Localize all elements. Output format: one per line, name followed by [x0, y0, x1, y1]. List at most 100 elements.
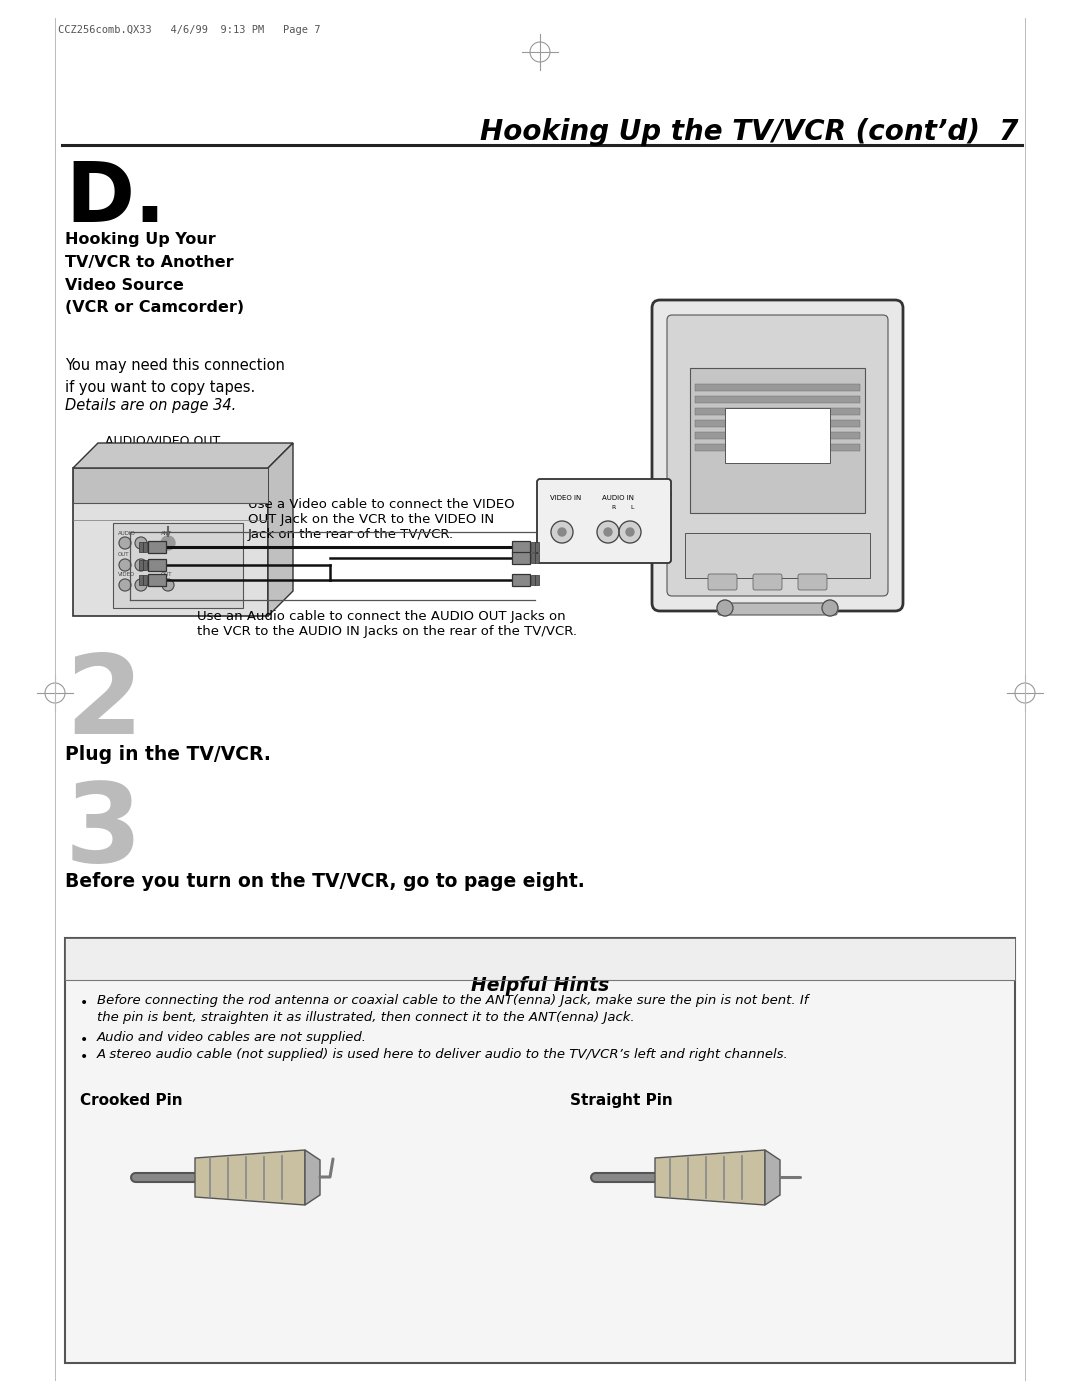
Text: Helpful Hints: Helpful Hints — [471, 977, 609, 995]
Text: Plug in the TV/VCR.: Plug in the TV/VCR. — [65, 745, 271, 764]
Text: Jack on the rear of the TV/VCR.: Jack on the rear of the TV/VCR. — [248, 528, 454, 541]
FancyBboxPatch shape — [65, 937, 1015, 981]
Circle shape — [162, 578, 174, 591]
Text: AUDIO/VIDEO OUT: AUDIO/VIDEO OUT — [105, 434, 220, 448]
Circle shape — [597, 521, 619, 543]
Circle shape — [119, 578, 131, 591]
Polygon shape — [73, 468, 268, 616]
Polygon shape — [765, 1150, 780, 1206]
FancyBboxPatch shape — [512, 574, 530, 585]
Text: OUT: OUT — [161, 571, 173, 577]
FancyBboxPatch shape — [537, 479, 671, 563]
Text: Use an Audio cable to connect the AUDIO OUT Jacks on: Use an Audio cable to connect the AUDIO … — [197, 610, 566, 623]
FancyBboxPatch shape — [143, 542, 147, 552]
Circle shape — [619, 521, 642, 543]
Text: VIDEO IN: VIDEO IN — [550, 495, 581, 502]
Text: 3: 3 — [65, 778, 143, 886]
Text: Straight Pin: Straight Pin — [570, 1092, 673, 1108]
FancyBboxPatch shape — [795, 560, 810, 578]
FancyBboxPatch shape — [751, 560, 766, 578]
FancyBboxPatch shape — [696, 420, 860, 427]
Text: VIDEO: VIDEO — [118, 571, 135, 577]
Circle shape — [626, 528, 634, 536]
FancyBboxPatch shape — [696, 384, 860, 391]
FancyBboxPatch shape — [148, 574, 166, 585]
Circle shape — [161, 536, 175, 550]
Text: Hooking Up Your
TV/VCR to Another
Video Source
(VCR or Camcorder): Hooking Up Your TV/VCR to Another Video … — [65, 232, 244, 316]
FancyBboxPatch shape — [667, 314, 888, 597]
Polygon shape — [305, 1150, 320, 1206]
Text: AUDIO/VIDEO IN Jacks: AUDIO/VIDEO IN Jacks — [720, 518, 858, 531]
FancyBboxPatch shape — [773, 560, 788, 578]
FancyBboxPatch shape — [685, 534, 870, 578]
Text: L: L — [630, 504, 634, 510]
Text: Details are on page 34.: Details are on page 34. — [65, 398, 237, 414]
Circle shape — [604, 528, 612, 536]
Text: Audio and video cables are not supplied.: Audio and video cables are not supplied. — [97, 1031, 367, 1044]
FancyBboxPatch shape — [535, 576, 539, 585]
Circle shape — [119, 559, 131, 571]
FancyBboxPatch shape — [652, 300, 903, 610]
Text: You may need this connection
if you want to copy tapes.: You may need this connection if you want… — [65, 358, 285, 394]
Text: •: • — [80, 1051, 89, 1065]
FancyBboxPatch shape — [139, 542, 143, 552]
FancyBboxPatch shape — [535, 553, 539, 563]
FancyBboxPatch shape — [531, 553, 535, 563]
Text: CCZ256comb.QX33   4/6/99  9:13 PM   Page 7: CCZ256comb.QX33 4/6/99 9:13 PM Page 7 — [58, 25, 321, 35]
Text: Crooked Pin: Crooked Pin — [80, 1092, 183, 1108]
Polygon shape — [654, 1150, 765, 1206]
FancyBboxPatch shape — [690, 367, 865, 513]
Text: the VCR to the AUDIO IN Jacks on the rear of the TV/VCR.: the VCR to the AUDIO IN Jacks on the rea… — [197, 624, 577, 638]
Polygon shape — [113, 522, 243, 608]
FancyBboxPatch shape — [531, 542, 535, 552]
Circle shape — [135, 559, 147, 571]
Circle shape — [822, 599, 838, 616]
Polygon shape — [268, 443, 293, 616]
Text: OUT Jack on the VCR to the VIDEO IN: OUT Jack on the VCR to the VIDEO IN — [248, 513, 495, 527]
FancyBboxPatch shape — [839, 560, 854, 578]
Polygon shape — [73, 468, 268, 503]
Circle shape — [135, 578, 147, 591]
Text: R: R — [611, 504, 616, 510]
FancyBboxPatch shape — [753, 574, 782, 590]
Text: Jacks on VCR: Jacks on VCR — [105, 450, 187, 462]
Text: OUT: OUT — [118, 552, 130, 557]
FancyBboxPatch shape — [535, 542, 539, 552]
FancyBboxPatch shape — [798, 574, 827, 590]
Text: 2: 2 — [65, 650, 143, 757]
Circle shape — [551, 521, 573, 543]
Polygon shape — [73, 443, 293, 468]
FancyBboxPatch shape — [729, 560, 744, 578]
FancyBboxPatch shape — [512, 552, 530, 564]
Polygon shape — [195, 1150, 305, 1206]
FancyBboxPatch shape — [696, 408, 860, 415]
FancyBboxPatch shape — [139, 560, 143, 570]
FancyBboxPatch shape — [531, 576, 535, 585]
Text: Before you turn on the TV/VCR, go to page eight.: Before you turn on the TV/VCR, go to pag… — [65, 872, 584, 891]
Text: •: • — [80, 1032, 89, 1046]
FancyBboxPatch shape — [143, 560, 147, 570]
Circle shape — [135, 536, 147, 549]
FancyBboxPatch shape — [148, 541, 166, 553]
Circle shape — [717, 599, 733, 616]
FancyBboxPatch shape — [65, 937, 1015, 1363]
FancyBboxPatch shape — [696, 444, 860, 451]
Text: Hooking Up the TV/VCR (cont’d)  7: Hooking Up the TV/VCR (cont’d) 7 — [480, 117, 1018, 147]
FancyBboxPatch shape — [708, 574, 737, 590]
Text: Before connecting the rod antenna or coaxial cable to the ANT(enna) Jack, make s: Before connecting the rod antenna or coa… — [97, 995, 808, 1007]
Text: D.: D. — [65, 158, 165, 239]
FancyBboxPatch shape — [685, 560, 700, 578]
FancyBboxPatch shape — [512, 541, 530, 553]
FancyBboxPatch shape — [696, 432, 860, 439]
Text: on the rear of TV/VCR: on the rear of TV/VCR — [720, 534, 856, 546]
Circle shape — [119, 536, 131, 549]
Circle shape — [558, 528, 566, 536]
Text: the pin is bent, straighten it as illustrated, then connect it to the ANT(enna) : the pin is bent, straighten it as illust… — [97, 1011, 635, 1024]
FancyBboxPatch shape — [148, 559, 166, 571]
FancyBboxPatch shape — [725, 408, 831, 462]
FancyBboxPatch shape — [143, 576, 147, 585]
Text: A stereo audio cable (not supplied) is used here to deliver audio to the TV/VCR’: A stereo audio cable (not supplied) is u… — [97, 1048, 788, 1060]
FancyBboxPatch shape — [139, 576, 143, 585]
Text: AUDIO IN: AUDIO IN — [602, 495, 634, 502]
Text: Use a Video cable to connect the VIDEO: Use a Video cable to connect the VIDEO — [248, 497, 515, 511]
